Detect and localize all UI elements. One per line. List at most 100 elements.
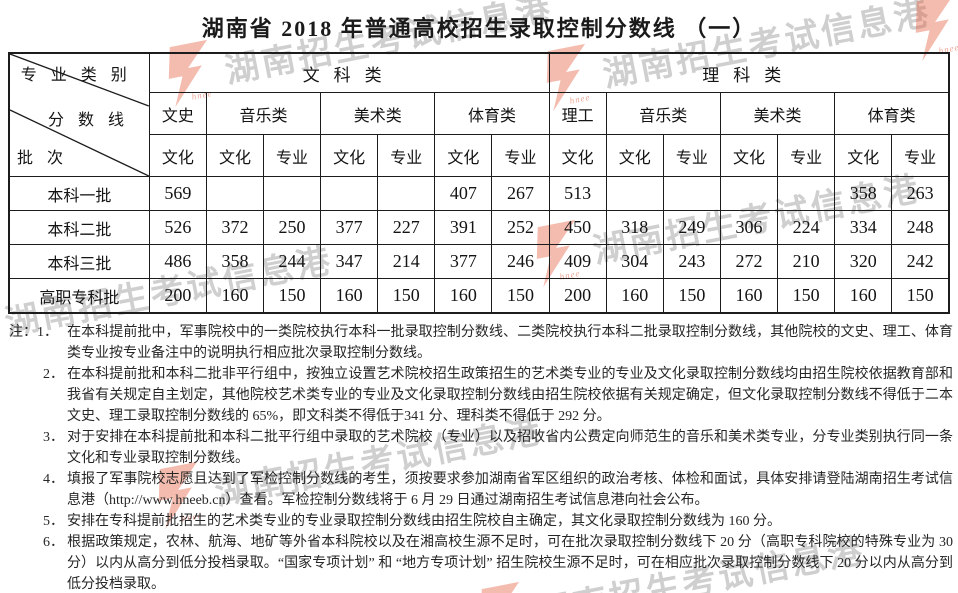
col-header: 专业 xyxy=(491,134,550,177)
note-text: 根据政策规定，农林、航海、地矿等外省本科院校以及在湘高校生源不足时，可在批次录取… xyxy=(67,535,953,592)
note-number: 5． xyxy=(43,514,64,529)
score-cell xyxy=(662,176,721,211)
score-cell xyxy=(262,176,322,211)
score-cell: 407 xyxy=(434,176,493,211)
score-cell xyxy=(205,176,265,211)
row-label: 本科一批 xyxy=(8,176,150,211)
score-cell: 569 xyxy=(148,176,207,211)
corner-label-batch: 批次 xyxy=(17,150,78,167)
col-header: 专业 xyxy=(777,134,836,177)
score-cell: 263 xyxy=(891,176,950,211)
note-number: 2． xyxy=(43,367,64,382)
corner-label-category: 专业类别 xyxy=(20,67,141,84)
col-header: 文化 xyxy=(148,134,207,177)
note-number: 6． xyxy=(43,535,64,550)
score-cell: 160 xyxy=(434,278,493,314)
score-cell: 320 xyxy=(834,244,893,279)
subheader: 体育类 xyxy=(834,92,950,135)
score-cell: 224 xyxy=(777,210,836,245)
row-label: 高职专科批 xyxy=(8,278,150,314)
score-cell: 248 xyxy=(891,210,950,245)
score-cell: 513 xyxy=(548,176,607,211)
score-cell: 391 xyxy=(434,210,493,245)
corner-label-scoreline: 分数线 xyxy=(48,112,139,129)
score-cell: 377 xyxy=(434,244,493,279)
col-header: 文化 xyxy=(434,134,493,177)
page-title: 湖南省 2018 年普通高校招生录取控制分数线 （一） xyxy=(201,16,757,41)
score-cell: 304 xyxy=(605,244,664,279)
score-cell: 250 xyxy=(262,210,322,245)
note-text: 填报了军事院校志愿且达到了军检控制分数线的考生，须按要求参加湖南省军区组织的政治… xyxy=(67,472,953,508)
subheader: 音乐类 xyxy=(205,92,322,135)
score-cell xyxy=(377,176,436,211)
score-cell: 318 xyxy=(605,210,664,245)
score-cell: 486 xyxy=(148,244,207,279)
col-header: 文化 xyxy=(548,134,607,177)
score-cell: 150 xyxy=(377,278,436,314)
score-cell: 377 xyxy=(320,210,379,245)
note-item: 注：1． 在本科提前批中，军事院校中的一类院校执行本科一批录取控制分数线、二类院校… xyxy=(5,322,953,364)
table-row: 本科三批 486 358 244 347 214 377 246 409 304… xyxy=(8,244,950,279)
note-text: 在本科提前批和本科二批非平行组中，按独立设置艺术院校招生政策招生的艺术类专业的专… xyxy=(67,367,953,424)
group-header-liberal-arts: 文科类 xyxy=(148,52,550,93)
score-cell: 227 xyxy=(377,210,436,245)
score-cell: 150 xyxy=(777,278,836,314)
score-cell: 244 xyxy=(262,244,322,279)
score-cell: 347 xyxy=(320,244,379,279)
score-cell: 372 xyxy=(205,210,265,245)
score-cell: 200 xyxy=(148,278,207,314)
score-cell: 334 xyxy=(834,210,893,245)
subheader: 美术类 xyxy=(719,92,836,135)
score-cell: 358 xyxy=(834,176,893,211)
score-cell xyxy=(605,176,664,211)
score-cell: 210 xyxy=(777,244,836,279)
notes-section: 注：1． 在本科提前批中，军事院校中的一类院校执行本科一批录取控制分数线、二类院校… xyxy=(5,322,953,593)
score-cell: 160 xyxy=(320,278,379,314)
score-cell xyxy=(719,176,779,211)
subheader: 理工 xyxy=(548,92,607,135)
col-header: 文化 xyxy=(605,134,664,177)
subheader: 音乐类 xyxy=(605,92,721,135)
note-item: 3． 对于安排在本科提前批和本科二批平行组中录取的艺术院校（专业）以及招收省内公费… xyxy=(5,427,953,469)
note-item: 6． 根据政策规定，农林、航海、地矿等外省本科院校以及在湘高校生源不足时，可在批次… xyxy=(5,532,953,593)
note-number: 注：1． xyxy=(9,325,58,340)
score-cell: 272 xyxy=(719,244,779,279)
note-text: 对于安排在本科提前批和本科二批平行组中录取的艺术院校（专业）以及招收省内公费定向… xyxy=(67,430,953,466)
score-cell: 450 xyxy=(548,210,607,245)
table-row: 本科二批 526 372 250 377 227 391 252 450 318… xyxy=(8,210,950,245)
score-cell: 160 xyxy=(834,278,893,314)
note-text: 在本科提前批中，军事院校中的一类院校执行本科一批录取控制分数线、二类院校执行本科… xyxy=(67,325,953,361)
col-header: 专业 xyxy=(891,134,950,177)
score-table: 专业类别 分数线 批次 文科类 理科类 文史 音乐类 美术类 体育类 理工 音乐… xyxy=(8,52,950,314)
row-label: 本科三批 xyxy=(8,244,150,279)
score-cell: 214 xyxy=(377,244,436,279)
subheader: 文史 xyxy=(148,92,207,135)
score-cell xyxy=(320,176,379,211)
score-cell: 150 xyxy=(262,278,322,314)
score-cell: 160 xyxy=(205,278,265,314)
note-item: 2． 在本科提前批和本科二批非平行组中，按独立设置艺术院校招生政策招生的艺术类专业… xyxy=(5,364,953,427)
score-cell: 358 xyxy=(205,244,265,279)
note-number: 4． xyxy=(43,472,64,487)
table-row: 高职专科批 200 160 150 160 150 160 150 200 16… xyxy=(8,278,950,314)
corner-header-cell: 专业类别 分数线 批次 xyxy=(8,52,150,177)
col-header: 专业 xyxy=(377,134,436,177)
diagonal-lines xyxy=(10,54,149,176)
note-item: 5． 安排在专科提前批招生的艺术类专业的专业录取控制分数线由招生院校自主确定，其文… xyxy=(5,511,953,532)
score-cell: 249 xyxy=(662,210,721,245)
col-header: 文化 xyxy=(205,134,265,177)
score-cell: 242 xyxy=(891,244,950,279)
score-cell: 252 xyxy=(491,210,550,245)
col-header: 文化 xyxy=(320,134,379,177)
score-cell: 267 xyxy=(491,176,550,211)
score-cell: 246 xyxy=(491,244,550,279)
score-cell: 150 xyxy=(662,278,721,314)
score-cell: 160 xyxy=(719,278,779,314)
col-header: 专业 xyxy=(262,134,322,177)
score-cell: 243 xyxy=(662,244,721,279)
col-header: 文化 xyxy=(719,134,779,177)
col-header: 文化 xyxy=(834,134,893,177)
score-cell: 150 xyxy=(891,278,950,314)
note-number: 3． xyxy=(43,430,64,445)
